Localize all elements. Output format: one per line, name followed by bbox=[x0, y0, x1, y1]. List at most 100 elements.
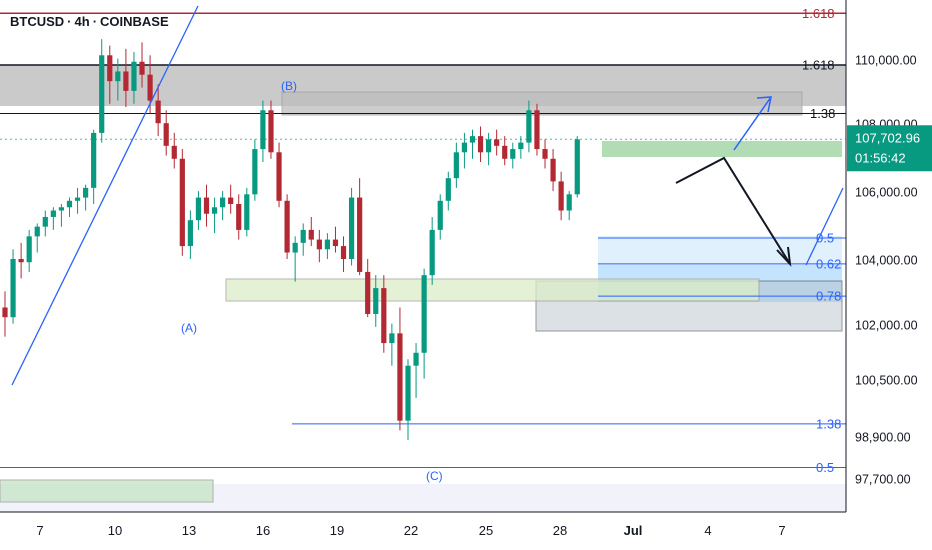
candle-body bbox=[365, 271, 371, 314]
fib-label: 1.38 bbox=[810, 106, 835, 121]
candle-body bbox=[510, 149, 516, 159]
candle-body bbox=[526, 110, 532, 143]
y-axis-label: 98,900.00 bbox=[855, 431, 911, 445]
candle-body bbox=[66, 200, 73, 208]
x-axis-label: 7 bbox=[778, 523, 785, 538]
candle-body bbox=[179, 158, 185, 247]
candle-body bbox=[332, 239, 339, 247]
fib-label: 1.38 bbox=[816, 416, 841, 431]
candle-body bbox=[486, 139, 492, 153]
candle-body bbox=[58, 207, 65, 211]
y-axis-label: 97,700.00 bbox=[855, 473, 911, 487]
candle-body bbox=[139, 61, 145, 75]
candle-body bbox=[494, 139, 500, 146]
candle-body bbox=[373, 288, 379, 314]
candle-body bbox=[155, 100, 161, 124]
candle-body bbox=[131, 61, 137, 91]
y-axis-label: 102,000.00 bbox=[855, 319, 918, 333]
candle-body bbox=[187, 220, 193, 247]
x-axis-label: 10 bbox=[108, 523, 122, 538]
support-zone bbox=[225, 278, 760, 302]
candle-body bbox=[252, 149, 258, 195]
demand-zone bbox=[0, 479, 214, 503]
candle-body bbox=[203, 197, 210, 214]
candle-body bbox=[211, 207, 218, 214]
candle-body bbox=[10, 259, 16, 318]
candle-body bbox=[123, 71, 129, 91]
candle-body bbox=[566, 194, 572, 211]
x-axis-label: 4 bbox=[704, 523, 711, 538]
current-zone bbox=[602, 141, 842, 157]
candle-body bbox=[518, 142, 524, 150]
price-tag bbox=[847, 125, 932, 172]
y-axis-label: 100,500.00 bbox=[855, 374, 918, 388]
candle-body bbox=[42, 216, 48, 227]
y-axis-label: 104,000.00 bbox=[855, 254, 918, 268]
candle-body bbox=[276, 152, 282, 201]
candle-body bbox=[147, 74, 153, 101]
wave-label: (B) bbox=[281, 79, 297, 93]
candle-body bbox=[74, 197, 81, 201]
price-tag-value: 107,702.96 bbox=[855, 130, 920, 145]
fib-label: 0.62 bbox=[816, 256, 841, 271]
candle-body bbox=[502, 145, 508, 159]
candle-body bbox=[228, 197, 234, 205]
candle-body bbox=[308, 229, 314, 240]
symbol-label: BTCUSD bbox=[10, 14, 65, 29]
candle-body bbox=[236, 204, 242, 230]
fib-label: 1.618 bbox=[802, 6, 835, 21]
candle-body bbox=[2, 307, 8, 318]
candle-body bbox=[421, 275, 427, 353]
candle-body bbox=[163, 123, 169, 146]
candle-body bbox=[453, 152, 459, 179]
candle-body bbox=[292, 242, 298, 253]
y-axis-label: 106,000.00 bbox=[855, 186, 918, 200]
candle-body bbox=[348, 197, 355, 259]
header-separator: · bbox=[92, 14, 98, 29]
bullish-projection bbox=[733, 96, 772, 151]
wave-label: (C) bbox=[426, 469, 443, 483]
candle-body bbox=[357, 197, 363, 272]
price-tag-countdown: 01:56:42 bbox=[855, 150, 906, 165]
x-axis-label: 22 bbox=[404, 523, 418, 538]
candle-body bbox=[316, 239, 322, 250]
candle-body bbox=[115, 71, 121, 82]
candle-body bbox=[397, 333, 403, 421]
x-axis-label: 16 bbox=[256, 523, 270, 538]
x-axis-label: 25 bbox=[479, 523, 493, 538]
candle-body bbox=[469, 136, 476, 143]
candle-body bbox=[534, 110, 540, 150]
exchange-label: COINBASE bbox=[100, 14, 169, 29]
candle-body bbox=[381, 288, 387, 344]
candle-body bbox=[260, 110, 266, 150]
candle-body bbox=[244, 194, 250, 230]
fib-label: 0.5 bbox=[816, 460, 834, 475]
fib-label: 1.618 bbox=[802, 58, 835, 73]
candle-body bbox=[284, 200, 290, 253]
x-axis-label: 19 bbox=[330, 523, 344, 538]
candle-body bbox=[340, 246, 347, 259]
candle-body bbox=[429, 229, 435, 276]
price-axis: 110,000.00108,000.00106,000.00104,000.00… bbox=[845, 0, 932, 512]
candle-body bbox=[324, 239, 330, 250]
price-axis-bg bbox=[846, 0, 932, 512]
candle-body bbox=[195, 197, 202, 221]
fib-label: 0.78 bbox=[816, 289, 841, 304]
trend-line bbox=[11, 5, 199, 386]
candle-body bbox=[413, 352, 419, 366]
candle-body bbox=[220, 197, 226, 208]
candle-body bbox=[389, 333, 395, 344]
candle-body bbox=[34, 226, 40, 237]
candle-body bbox=[91, 132, 97, 188]
candle-body bbox=[477, 136, 484, 153]
candle-body bbox=[26, 236, 32, 263]
candle-body bbox=[405, 365, 411, 421]
interval-label: 4h bbox=[74, 14, 90, 29]
wave-label: (A) bbox=[181, 321, 197, 335]
candle-body bbox=[18, 259, 24, 263]
chart-header: BTCUSD · 4h · COINBASE bbox=[10, 14, 169, 29]
candle-body bbox=[437, 200, 443, 230]
x-axis-label: 13 bbox=[182, 523, 196, 538]
